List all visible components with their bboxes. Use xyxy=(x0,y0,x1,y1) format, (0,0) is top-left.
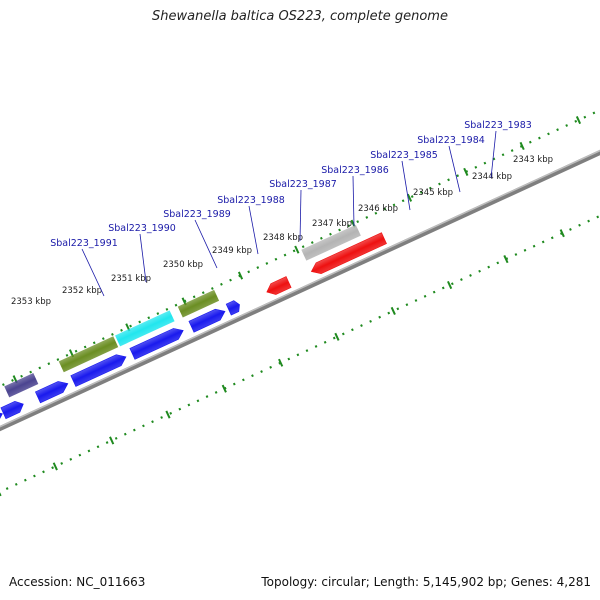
scale-tick-label: 2353 kbp xyxy=(11,297,51,307)
scale-tick-label: 2348 kbp xyxy=(263,233,303,243)
gene-leader-line xyxy=(352,175,355,227)
gene-leader-line xyxy=(248,205,259,255)
gene-leader-line xyxy=(139,233,147,283)
outer-ruler xyxy=(0,62,600,432)
inner-ruler-tick xyxy=(109,436,115,445)
gene-label: Sbal223_1988 xyxy=(217,195,285,206)
gene-label: Sbal223_1983 xyxy=(464,120,532,131)
cog-box xyxy=(301,224,361,261)
outer-ruler-tick xyxy=(406,193,413,202)
inner-ruler-tick xyxy=(52,462,58,471)
outer-ruler-tick xyxy=(519,141,525,151)
gene-leader-line xyxy=(401,160,411,211)
gene-label: Sbal223_1986 xyxy=(321,165,389,176)
genome-backbone xyxy=(0,87,600,468)
scale-tick-label: 2346 kbp xyxy=(358,204,398,214)
cds-forward xyxy=(129,328,184,360)
scale-tick-label: 2352 kbp xyxy=(62,286,102,296)
genome-summary: Topology: circular; Length: 5,145,902 bp… xyxy=(261,575,591,589)
cog-box xyxy=(177,289,220,318)
cds-reverse xyxy=(310,232,387,274)
inner-ruler-tick xyxy=(165,410,171,419)
accession-label: Accession: NC_011663 xyxy=(9,575,146,589)
gene-label: Sbal223_1984 xyxy=(417,135,485,146)
backbone-group xyxy=(0,87,600,468)
cds-forward xyxy=(70,354,127,387)
inner-ruler-tick xyxy=(0,488,2,497)
gene-leader-line xyxy=(299,189,302,242)
inner-ruler-tick xyxy=(334,332,340,341)
cog-box xyxy=(115,310,175,347)
scale-tick-label: 2351 kbp xyxy=(111,274,151,284)
cds-reverse xyxy=(266,276,292,295)
scale-tick-label: 2349 kbp xyxy=(212,246,252,256)
inner-ruler xyxy=(0,149,600,520)
gene-label: Sbal223_1990 xyxy=(108,223,176,234)
cog-box xyxy=(58,336,119,373)
outer-ruler-tick xyxy=(463,167,469,176)
rulers xyxy=(0,62,600,520)
scale-tick-label: 2343 kbp xyxy=(513,155,553,165)
gene-label: Sbal223_1987 xyxy=(269,179,337,190)
gene-leader-line xyxy=(490,130,497,179)
gene-label: Sbal223_1985 xyxy=(370,150,438,161)
inner-ruler-tick xyxy=(447,280,453,290)
outer-ruler-tick xyxy=(294,245,300,254)
gene-leader-line xyxy=(448,145,461,193)
backbone-highlight xyxy=(0,87,600,466)
scale-tick-label: 2350 kbp xyxy=(163,260,203,270)
ruler-group xyxy=(0,62,600,520)
feature-track xyxy=(0,224,387,445)
cds-forward xyxy=(0,411,3,445)
scale-tick-label: 2345 kbp xyxy=(413,188,453,198)
cds-forward xyxy=(0,401,24,420)
cds-forward xyxy=(34,381,69,404)
inner-ruler-tick xyxy=(390,306,396,315)
scale-tick-label: 2344 kbp xyxy=(472,172,512,182)
scale-tick-label: 2347 kbp xyxy=(312,219,352,229)
gene-label: Sbal223_1989 xyxy=(163,209,231,220)
feature-group xyxy=(0,224,387,445)
cds-forward xyxy=(225,300,240,316)
outer-ruler-tick xyxy=(575,116,582,125)
inner-ruler-tick xyxy=(503,255,509,264)
outer-ruler-tick xyxy=(237,271,244,280)
inner-ruler-tick xyxy=(559,229,565,238)
cds-forward xyxy=(188,308,226,333)
gene-leader-line xyxy=(194,219,218,269)
inner-ruler-tick xyxy=(221,384,227,393)
cog-box xyxy=(4,373,39,398)
page-title: Shewanella baltica OS223, complete genom… xyxy=(152,9,448,24)
gene-label: Sbal223_1991 xyxy=(50,238,118,249)
gene-labels: Sbal223_1983 Sbal223_1984 Sbal223_1985 Sbal… xyxy=(50,120,532,297)
gene-leader-line xyxy=(81,248,105,297)
inner-ruler-tick xyxy=(278,358,284,367)
backbone xyxy=(0,87,600,468)
